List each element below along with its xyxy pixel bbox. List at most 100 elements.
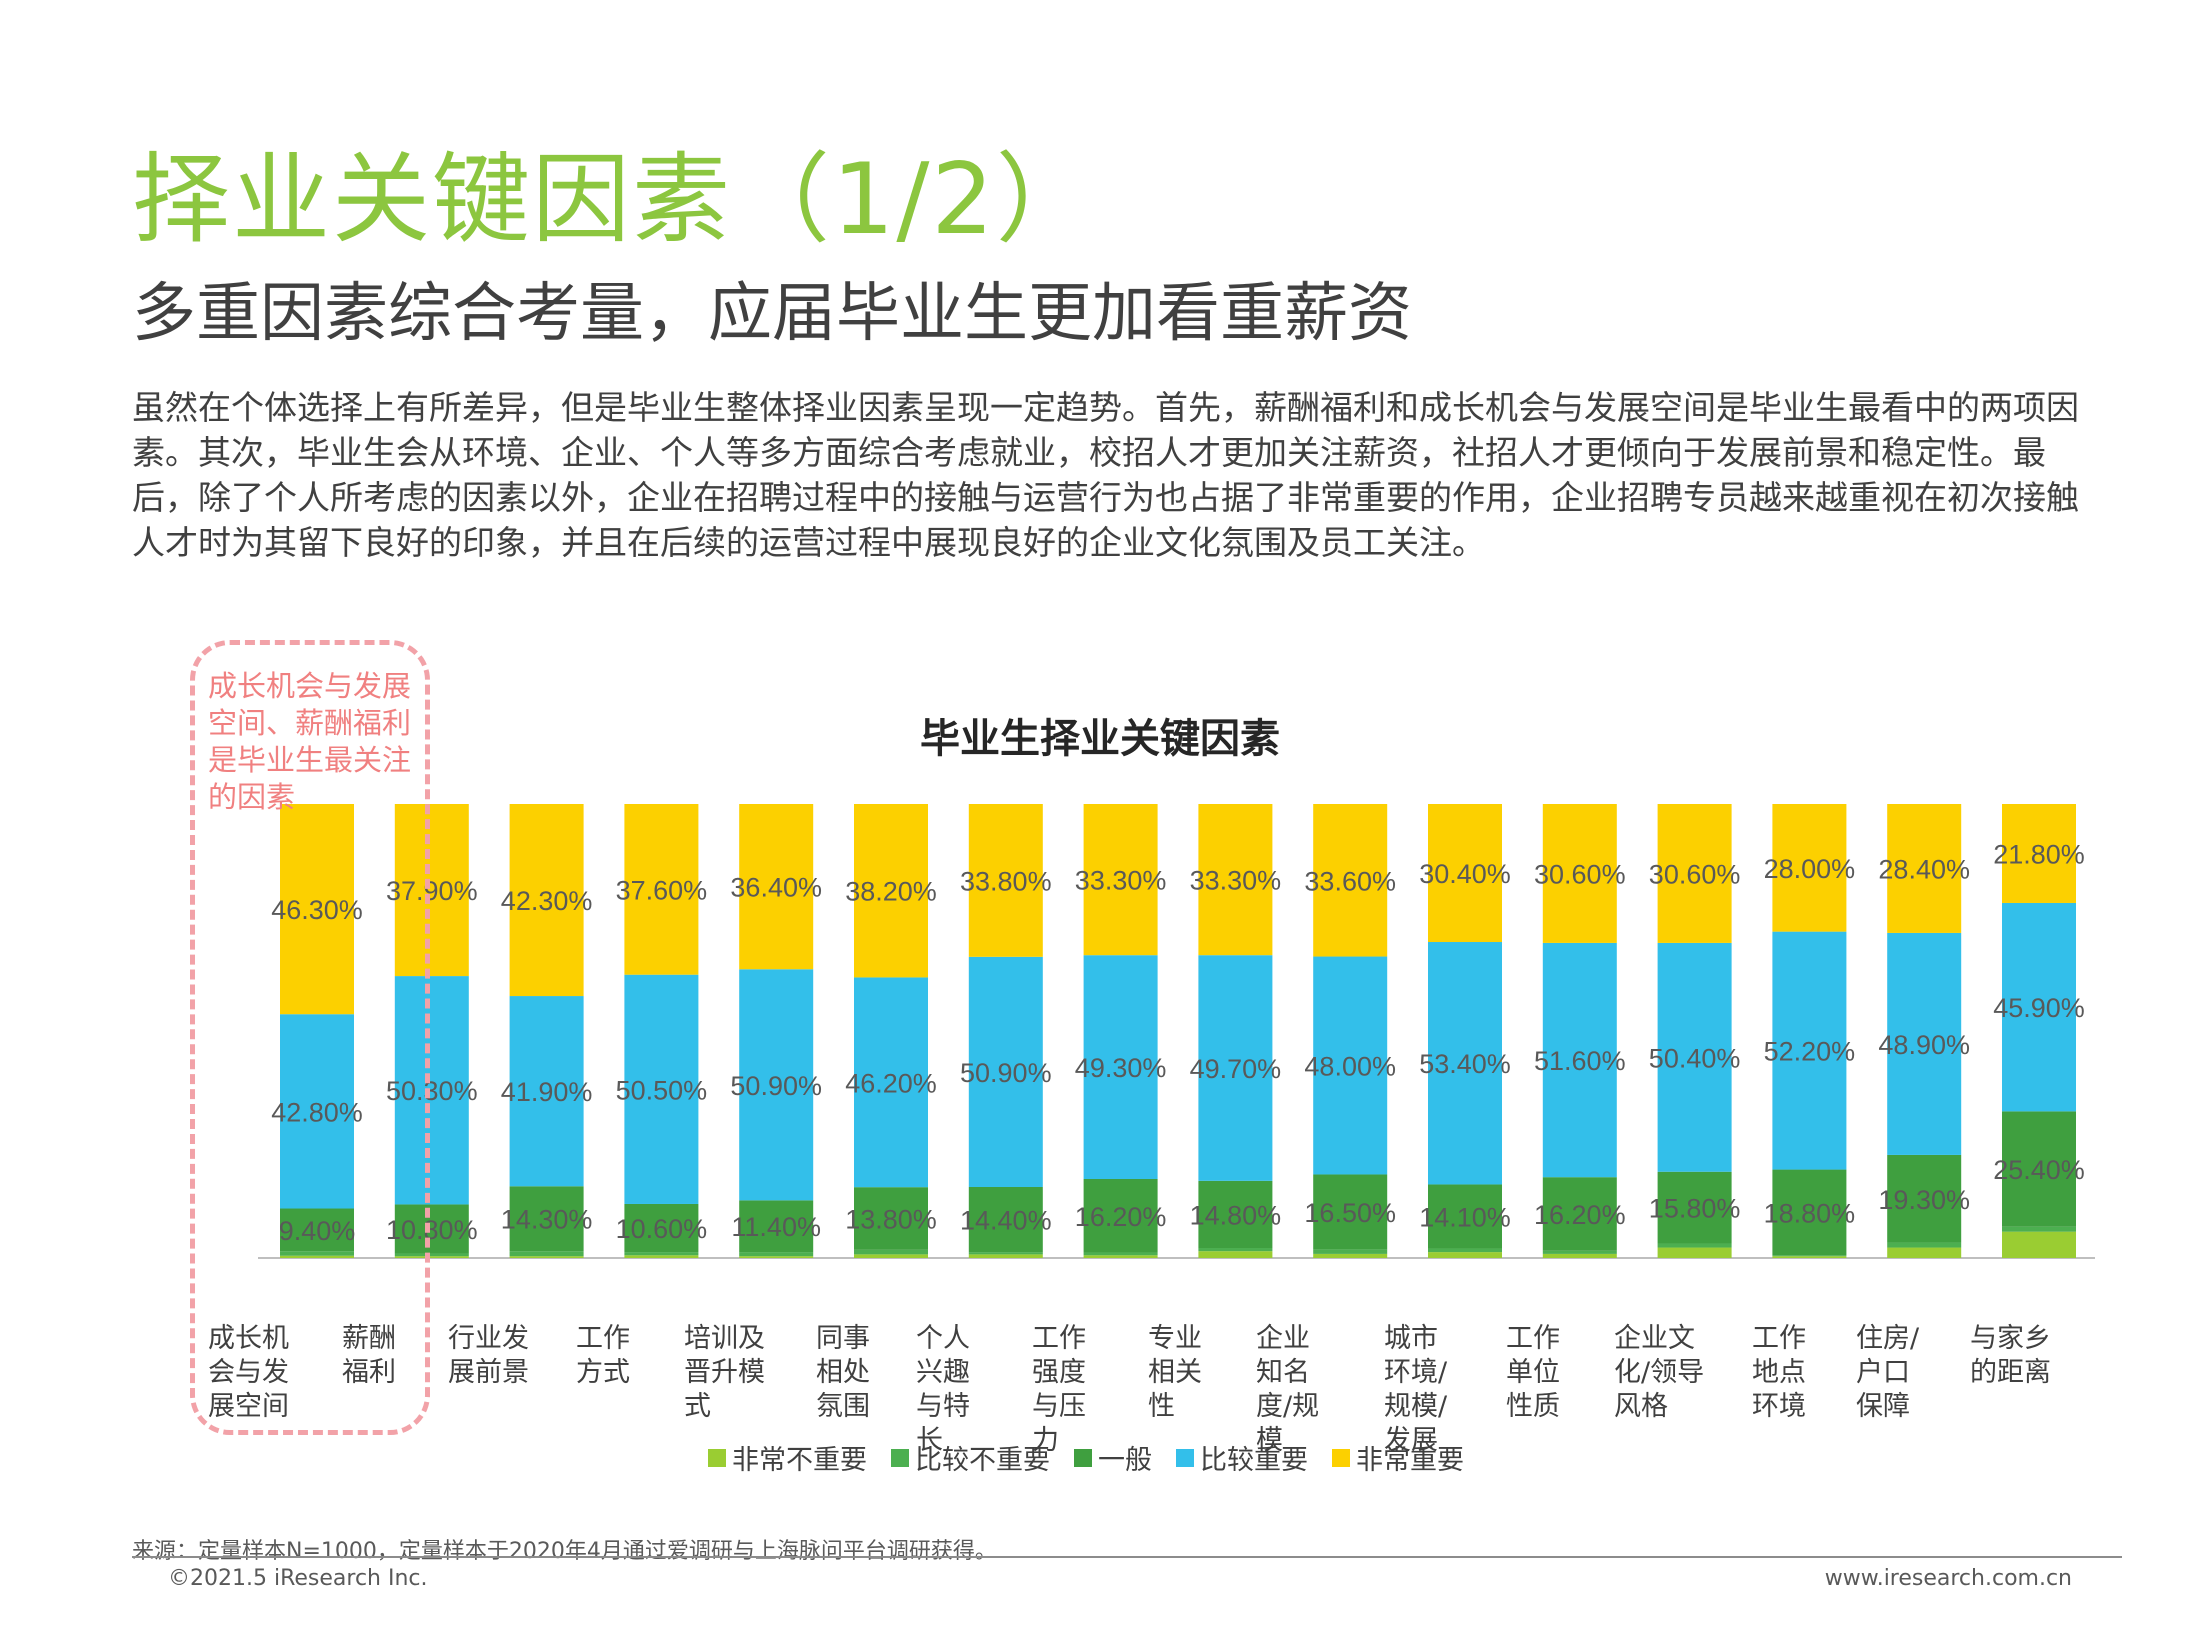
data-label: 48.00% (1304, 1052, 1396, 1082)
bar-segment (624, 1203, 699, 1253)
page-title: 择业关键因素（1/2） (132, 143, 1096, 257)
category-label: 工作 单位 性质 (1506, 1322, 1560, 1424)
category-label-line: 晋升模 (684, 1357, 765, 1388)
category-label-line: 城市 (1384, 1323, 1438, 1354)
data-label: 42.80% (271, 1097, 363, 1127)
bar-segment (739, 804, 814, 970)
data-label: 10.60% (616, 1214, 708, 1244)
legend-swatch (1176, 1448, 1194, 1467)
bar-segment (394, 1204, 469, 1254)
bar-segment (509, 1256, 584, 1258)
category-label-line: 与家乡 (1970, 1323, 2051, 1354)
category-label-line: 度/规 (1256, 1391, 1320, 1422)
data-label: 50.50% (616, 1075, 708, 1105)
bar-segment (280, 804, 354, 1015)
bar-segment (1313, 1174, 1388, 1250)
data-label: 48.90% (1878, 1030, 1970, 1060)
bar-segment (968, 1187, 1043, 1253)
category-label-line: 保障 (1856, 1391, 1910, 1422)
bar-segment (1542, 1253, 1617, 1258)
callout-text: 成长机会与发展空间、薪酬福利是毕业生最关注的因素 (208, 669, 412, 814)
data-label: 14.10% (1419, 1202, 1511, 1232)
legend-label: 比较重要 (1200, 1445, 1308, 1476)
category-label-line: 住房/ (1856, 1323, 1920, 1354)
data-label: 14.40% (960, 1206, 1052, 1236)
copyright: ©2021.5 iResearch Inc. (168, 1566, 428, 1591)
bar-segment (280, 1251, 354, 1256)
bar-segment (624, 804, 699, 975)
bar-segment (1887, 804, 1962, 933)
category-label-line: 企业文 (1614, 1323, 1695, 1354)
bar-segment (1313, 1249, 1388, 1254)
data-label: 50.90% (960, 1058, 1052, 1088)
category-label: 工作 强度 与压力 (1032, 1322, 1086, 1458)
legend-item: 一般 (1074, 1438, 1152, 1477)
data-label: 37.90% (386, 876, 478, 906)
category-label-line: 相处 (816, 1357, 870, 1388)
category-label-line: 工作 (1032, 1323, 1086, 1354)
bar-segment (1313, 1253, 1388, 1258)
category-label-line: 氛围 (816, 1391, 870, 1422)
bar-segment (968, 956, 1043, 1188)
category-label: 行业发 展前景 (448, 1322, 529, 1390)
bar-segment (280, 1255, 354, 1258)
website-link: www.iresearch.com.cn (1824, 1566, 2072, 1591)
data-label: 16.20% (1075, 1202, 1167, 1232)
category-label-line: 薪酬 (342, 1323, 396, 1354)
data-label: 41.90% (501, 1077, 593, 1107)
data-label: 42.30% (501, 886, 593, 916)
chart-legend: 非常不重要 比较不重要 一般 比较重要 非常重要 (708, 1438, 1464, 1477)
data-label: 10.80% (386, 1215, 478, 1245)
category-label-line: 培训及 (684, 1323, 765, 1354)
bar-segment (1313, 804, 1388, 957)
category-label-line: 性质 (1506, 1391, 1560, 1422)
data-label: 14.80% (1190, 1200, 1282, 1230)
data-label: 18.80% (1764, 1198, 1856, 1228)
bar-segment (1083, 1179, 1158, 1253)
legend-item: 非常不重要 (708, 1438, 867, 1477)
category-label-line: 模 (1256, 1425, 1283, 1456)
category-label-line: 工作 (576, 1323, 630, 1354)
bar-segment (509, 1186, 584, 1252)
bar-segment (624, 974, 699, 1204)
category-label-line: 式 (684, 1391, 711, 1422)
data-label: 11.40% (731, 1212, 821, 1242)
legend-item: 比较不重要 (891, 1438, 1050, 1477)
data-label: 50.40% (1649, 1043, 1741, 1073)
bar-segment (624, 1252, 699, 1256)
category-label-line: 长 (916, 1425, 943, 1456)
category-label-line: 相关 (1148, 1357, 1202, 1388)
data-label: 36.40% (730, 873, 822, 903)
bar-segment (1083, 1252, 1158, 1256)
bar-segment (1083, 804, 1158, 956)
category-label-line: 化/领导 (1614, 1357, 1705, 1388)
category-label-line: 专业 (1148, 1323, 1202, 1354)
bar-segment (1198, 1251, 1273, 1258)
bar-segment (854, 1249, 928, 1255)
category-label-line: 力 (1032, 1425, 1059, 1456)
bar-segment (1542, 1177, 1617, 1251)
category-label-line: 成长机 (208, 1323, 289, 1354)
legend-swatch (891, 1448, 909, 1467)
bar-segment (739, 1256, 814, 1258)
bar-segment (968, 1252, 1043, 1255)
data-label: 28.40% (1878, 854, 1970, 884)
bar-segment (854, 1187, 928, 1250)
bar-segment (1428, 1184, 1502, 1249)
page-subtitle: 多重因素综合考量，应届毕业生更加看重薪资 (132, 277, 1412, 351)
bar-segment (1542, 1250, 1617, 1254)
legend-swatch (1074, 1448, 1092, 1467)
category-label-line: 环境 (1752, 1391, 1806, 1422)
data-label: 49.70% (1190, 1054, 1282, 1084)
category-label: 薪酬 福利 (342, 1322, 396, 1390)
bar-segment (2002, 804, 2076, 903)
bar-segment (1083, 1255, 1158, 1258)
bar-segment (1542, 942, 1617, 1178)
category-label-line: 户口 (1856, 1357, 1910, 1388)
bar-segment (1772, 1255, 1847, 1257)
body-paragraph: 虽然在个体选择上有所差异，但是毕业生整体择业因素呈现一定趋势。首先，薪酬福利和成… (132, 388, 2079, 562)
bar-segment (394, 1253, 469, 1257)
category-label-line: 兴趣 (916, 1357, 970, 1388)
data-label: 33.30% (1075, 866, 1167, 896)
data-label: 33.60% (1304, 866, 1396, 896)
